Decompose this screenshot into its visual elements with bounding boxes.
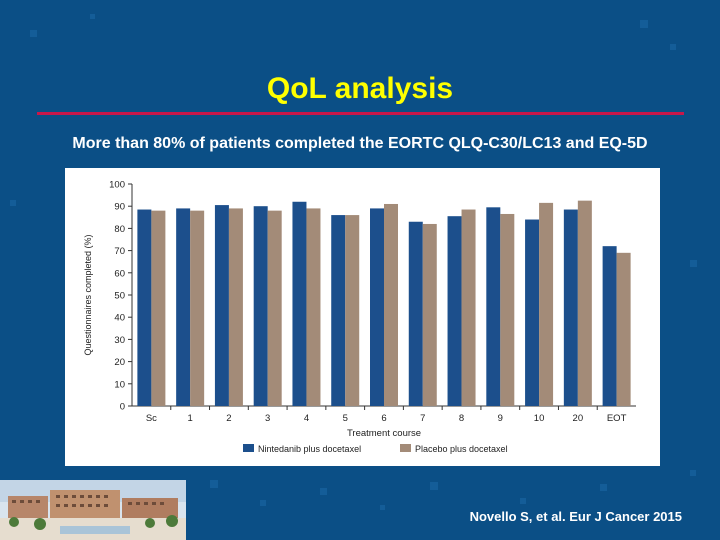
y-tick-label: 10 bbox=[114, 379, 125, 390]
bar-placebo bbox=[228, 208, 243, 406]
x-tick-label: 7 bbox=[420, 413, 425, 424]
x-tick-label: 8 bbox=[459, 413, 464, 424]
y-tick-label: 60 bbox=[114, 268, 125, 279]
bar-nintedanib bbox=[176, 208, 191, 406]
bar-placebo bbox=[616, 252, 631, 406]
y-tick-label: 70 bbox=[114, 246, 125, 257]
x-tick-label: 10 bbox=[534, 413, 545, 424]
hospital-campus-photo bbox=[0, 480, 186, 540]
x-tick-label: 5 bbox=[343, 413, 348, 424]
y-tick-label: 30 bbox=[114, 335, 125, 346]
slide-subtitle: More than 80% of patients completed the … bbox=[72, 135, 648, 152]
x-tick-label: 4 bbox=[304, 413, 309, 424]
bar-nintedanib bbox=[447, 216, 462, 406]
x-tick-label: 20 bbox=[573, 413, 584, 424]
bar-nintedanib bbox=[602, 246, 617, 406]
bar-nintedanib bbox=[408, 221, 423, 406]
bar-nintedanib bbox=[370, 208, 384, 406]
questionnaire-completion-chart: 0 10 20 30 40 50 60 70 80 90 100 Questionnaires com… bbox=[83, 180, 636, 454]
bar-nintedanib bbox=[563, 209, 578, 406]
x-tick-label: Sc bbox=[146, 413, 157, 424]
y-tick-label: 90 bbox=[114, 202, 125, 213]
bar-nintedanib bbox=[214, 205, 229, 406]
x-tick-label: 1 bbox=[188, 413, 193, 424]
x-tick-label: 3 bbox=[265, 413, 270, 424]
title-divider bbox=[37, 112, 684, 115]
bar-nintedanib bbox=[525, 219, 540, 406]
bar-nintedanib bbox=[292, 201, 307, 406]
bar-placebo bbox=[151, 210, 166, 406]
bar-placebo bbox=[577, 200, 592, 406]
citation: Novello S, et al. Eur J Cancer 2015 bbox=[469, 509, 682, 524]
bar-placebo bbox=[190, 210, 205, 406]
bar-placebo bbox=[461, 209, 476, 406]
bar-placebo bbox=[267, 210, 282, 406]
bar-placebo bbox=[306, 208, 321, 406]
bar-placebo bbox=[500, 213, 515, 406]
x-tick-label: 2 bbox=[226, 413, 231, 424]
slide-title: QoL analysis bbox=[266, 72, 454, 105]
y-axis-title: Questionnaires completed (%) bbox=[83, 234, 93, 355]
y-tick-label: 80 bbox=[114, 224, 125, 235]
legend-label: Placebo plus docetaxel bbox=[415, 444, 508, 454]
y-tick-label: 50 bbox=[114, 291, 125, 302]
x-tick-label: 9 bbox=[498, 413, 503, 424]
y-tick-label: 0 bbox=[120, 402, 125, 413]
y-tick-label: 20 bbox=[114, 357, 125, 368]
y-tick-label: 40 bbox=[114, 313, 125, 324]
legend-swatch bbox=[400, 444, 411, 452]
bar-nintedanib bbox=[253, 206, 268, 406]
y-tick-label: 100 bbox=[109, 180, 125, 191]
bar-nintedanib bbox=[331, 215, 346, 406]
bar-nintedanib bbox=[137, 209, 152, 406]
bar-placebo bbox=[422, 223, 437, 406]
x-tick-label: 6 bbox=[381, 413, 386, 424]
bar-placebo bbox=[345, 215, 360, 406]
x-tick-label: EOT bbox=[607, 413, 627, 424]
bar-placebo bbox=[384, 203, 398, 406]
x-axis-title: Treatment course bbox=[347, 428, 421, 439]
legend-label: Nintedanib plus docetaxel bbox=[258, 444, 361, 454]
legend-swatch bbox=[243, 444, 254, 452]
bar-nintedanib bbox=[486, 207, 501, 406]
chart-panel: 0 10 20 30 40 50 60 70 80 90 100 Questionnaires com… bbox=[65, 168, 660, 466]
bar-placebo bbox=[539, 202, 554, 406]
